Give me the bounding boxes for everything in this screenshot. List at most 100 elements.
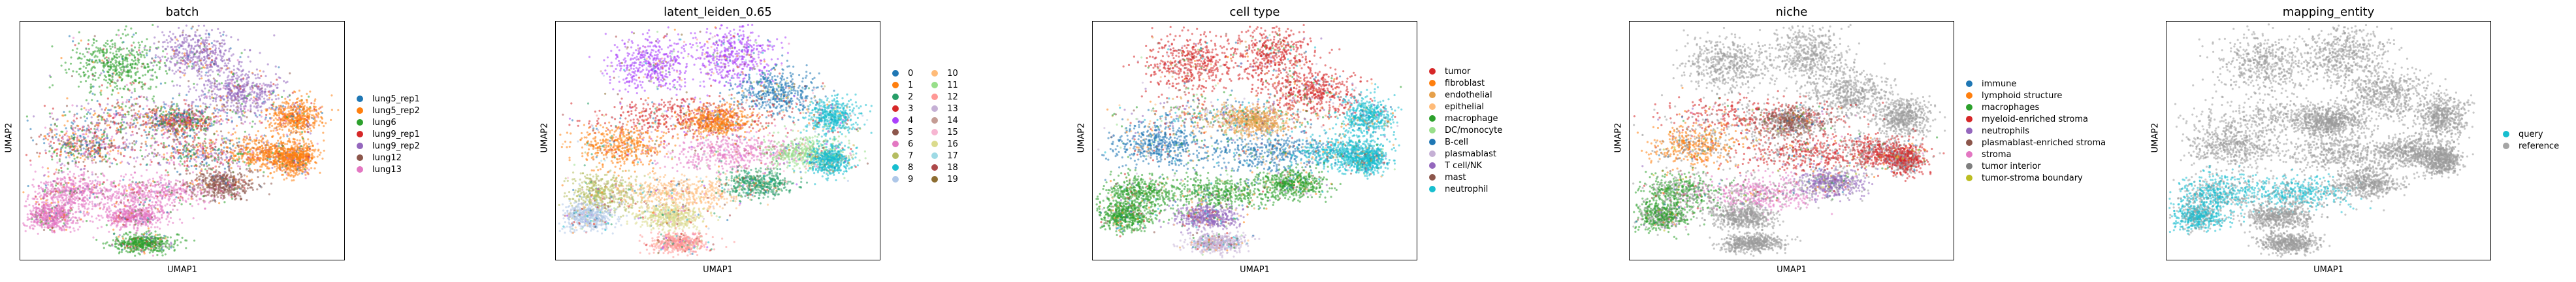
scatter-point [226,76,229,79]
scatter-point [92,75,95,77]
scatter-point [184,140,187,143]
scatter-point [200,75,202,77]
scatter-point [118,73,121,76]
scatter-point [56,177,59,179]
scatter-point [146,49,148,52]
scatter-point [82,133,84,135]
scatter-point [268,107,271,109]
scatter-point [180,59,182,62]
scatter-point [217,73,219,76]
scatter-point [118,50,120,52]
scatter-point [112,117,114,120]
scatter-point [223,53,225,56]
scatter-point [95,134,98,137]
scatter-point [88,51,90,54]
scatter-point [253,168,257,171]
scatter-point [167,159,169,162]
scatter-point [176,103,178,105]
scatter-point [229,105,233,107]
scatter-point [139,163,142,166]
scatter-point [214,80,216,82]
scatter-point [155,64,158,67]
scatter-point [41,166,44,169]
scatter-point [58,158,61,161]
scatter-point [245,152,248,154]
scatter-point [321,105,323,108]
scatter-point [234,154,237,157]
scatter-point [50,188,53,190]
chart-title: batch [20,5,345,19]
scatter-point [211,81,214,84]
scatter-point [180,195,182,198]
scatter-point [233,75,235,77]
scatter-point [59,177,62,180]
scatter-point [330,118,332,121]
scatter-point [91,149,93,152]
scatter-point [235,137,238,140]
scatter-point [101,59,104,62]
scatter-point [173,157,176,160]
scatter-point [176,150,179,153]
scatter-point [210,93,214,96]
scatter-point [266,120,269,122]
scatter-point [298,122,301,124]
scatter-point [74,177,76,179]
scatter-point [79,128,82,130]
scatter-point [310,140,312,143]
scatter-point [84,154,86,157]
scatter-point [152,124,155,127]
scatter-point [190,60,193,62]
scatter-point [209,139,212,142]
scatter-point [69,145,72,148]
scatter-point [58,134,61,137]
scatter-point [179,152,182,154]
scatter-point [193,146,196,149]
scatter-point [289,112,291,115]
scatter-point [178,202,181,204]
scatter-point [74,44,76,46]
scatter-point [121,41,124,44]
scatter-point [111,43,114,46]
scatter-point [117,112,120,115]
scatter-point [72,153,74,156]
scatter-point [178,84,182,87]
scatter-point [84,207,86,210]
scatter-point [151,134,153,137]
scatter-point [121,118,123,121]
scatter-point [63,190,65,193]
scatter-point [162,41,165,44]
scatter-point [306,112,309,115]
scatter-point [250,152,252,155]
scatter-point [51,84,54,86]
scatter-point [94,144,97,147]
scatter-point [125,121,129,124]
scatter-point [112,90,114,92]
scatter-point [189,150,192,152]
scatter-point [86,64,89,67]
scatter-point [117,128,120,131]
scatter-point [65,130,68,133]
scatter-point [314,116,316,119]
scatter-point [231,160,233,163]
scatter-point [193,86,195,89]
scatter-point [183,164,186,167]
scatter-point [120,69,123,71]
scatter-point [286,80,289,83]
scatter-point [122,70,125,73]
scatter-point [78,31,80,33]
scatter-point [287,96,289,98]
scatter-point [137,199,140,202]
scatter-point [234,159,236,162]
scatter-point [248,164,250,167]
scatter-point [72,122,74,125]
scatter-point [279,143,282,145]
scatter-point [214,98,217,101]
scatter-point [131,35,134,38]
scatter-point [298,108,301,111]
scatter-point [156,141,159,143]
scatter-point [175,63,178,65]
scatter-point [43,142,46,145]
scatter-point [107,57,110,60]
scatter-point [113,180,116,183]
scatter-point [59,150,62,153]
